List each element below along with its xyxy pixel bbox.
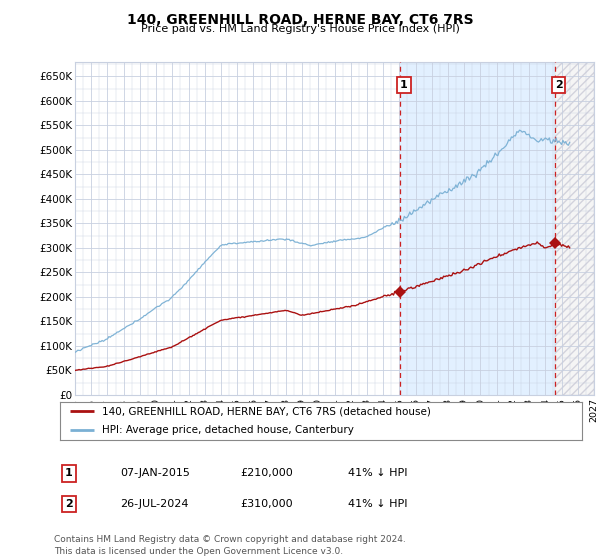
Text: 07-JAN-2015: 07-JAN-2015 [120, 468, 190, 478]
Text: 41% ↓ HPI: 41% ↓ HPI [348, 499, 407, 509]
Text: 1: 1 [65, 468, 73, 478]
Text: 140, GREENHILL ROAD, HERNE BAY, CT6 7RS (detached house): 140, GREENHILL ROAD, HERNE BAY, CT6 7RS … [102, 406, 431, 416]
Text: 1: 1 [400, 80, 408, 90]
Text: 26-JUL-2024: 26-JUL-2024 [120, 499, 188, 509]
Text: £310,000: £310,000 [240, 499, 293, 509]
Text: 140, GREENHILL ROAD, HERNE BAY, CT6 7RS: 140, GREENHILL ROAD, HERNE BAY, CT6 7RS [127, 13, 473, 27]
Text: 2: 2 [65, 499, 73, 509]
Text: £210,000: £210,000 [240, 468, 293, 478]
Bar [400, 62, 555, 395]
Text: Price paid vs. HM Land Registry's House Price Index (HPI): Price paid vs. HM Land Registry's House … [140, 24, 460, 34]
Bar [555, 62, 594, 395]
Text: Contains HM Land Registry data © Crown copyright and database right 2024.
This d: Contains HM Land Registry data © Crown c… [54, 535, 406, 556]
Text: 41% ↓ HPI: 41% ↓ HPI [348, 468, 407, 478]
Text: HPI: Average price, detached house, Canterbury: HPI: Average price, detached house, Cant… [102, 425, 353, 435]
Bar [555, 62, 594, 395]
Text: 2: 2 [555, 80, 563, 90]
